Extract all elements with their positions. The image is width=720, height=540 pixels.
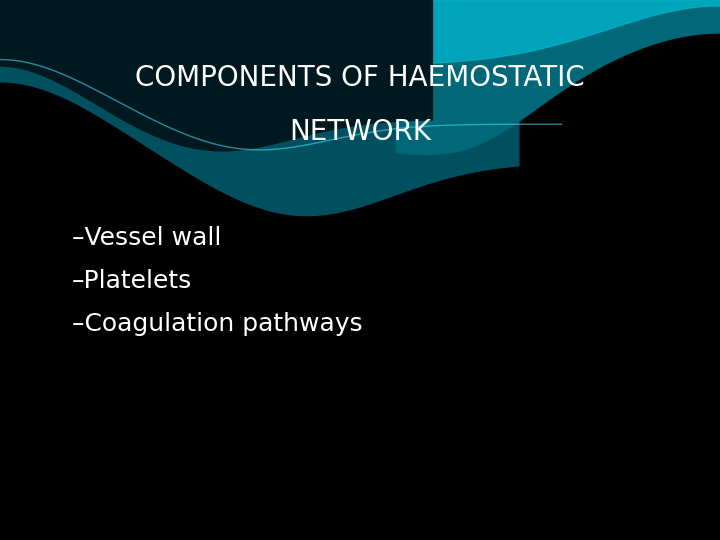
Text: –Platelets: –Platelets [72, 269, 192, 293]
Text: COMPONENTS OF HAEMOSTATIC: COMPONENTS OF HAEMOSTATIC [135, 64, 585, 92]
Text: NETWORK: NETWORK [289, 118, 431, 146]
Text: –Coagulation pathways: –Coagulation pathways [72, 312, 363, 336]
Text: –Vessel wall: –Vessel wall [72, 226, 221, 249]
